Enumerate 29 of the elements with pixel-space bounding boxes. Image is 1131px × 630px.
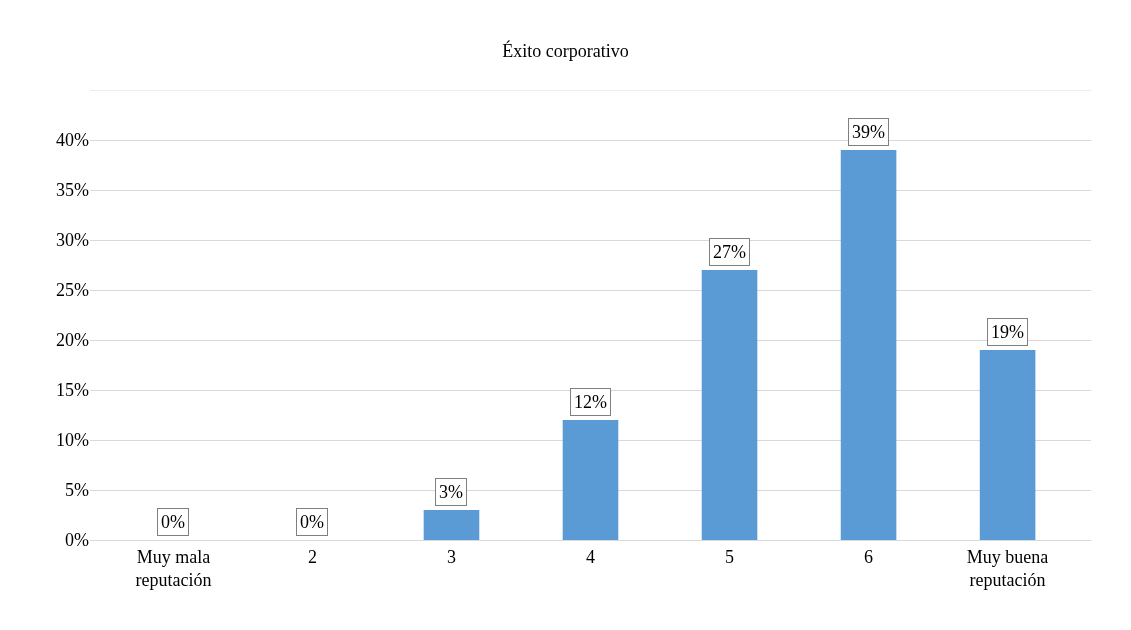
y-tick-label: 15% [56, 380, 89, 401]
x-tick-label: 4 [586, 546, 595, 567]
y-tick-label: 25% [56, 280, 89, 301]
chart-title: Éxito corporativo [502, 39, 629, 61]
x-tick-label: Muy mala reputación [135, 546, 212, 590]
data-label: 3% [439, 482, 463, 502]
data-label: 0% [161, 512, 185, 532]
bar [423, 510, 480, 540]
y-tick-label: 40% [56, 130, 89, 151]
y-tick-label: 20% [56, 330, 89, 351]
bar [701, 270, 758, 540]
data-label: 39% [852, 122, 885, 142]
x-tick-label: 5 [725, 546, 735, 567]
bar [840, 150, 897, 540]
y-tick-label: 35% [56, 180, 89, 201]
bar [562, 420, 619, 540]
data-label: 12% [574, 392, 607, 412]
bar [979, 350, 1036, 540]
y-tick-label: 30% [56, 230, 89, 251]
data-label: 0% [300, 512, 324, 532]
x-tick-label: Muy buena reputación [966, 546, 1049, 590]
data-label: 27% [713, 242, 746, 262]
y-tick-label: 5% [65, 480, 89, 501]
y-tick-label: 10% [56, 430, 89, 451]
data-label: 19% [991, 322, 1024, 342]
x-tick-label: 2 [307, 546, 317, 567]
y-tick-label: 0% [65, 530, 89, 551]
x-tick-label: 6 [864, 546, 874, 567]
x-tick-label: 3 [446, 546, 456, 567]
